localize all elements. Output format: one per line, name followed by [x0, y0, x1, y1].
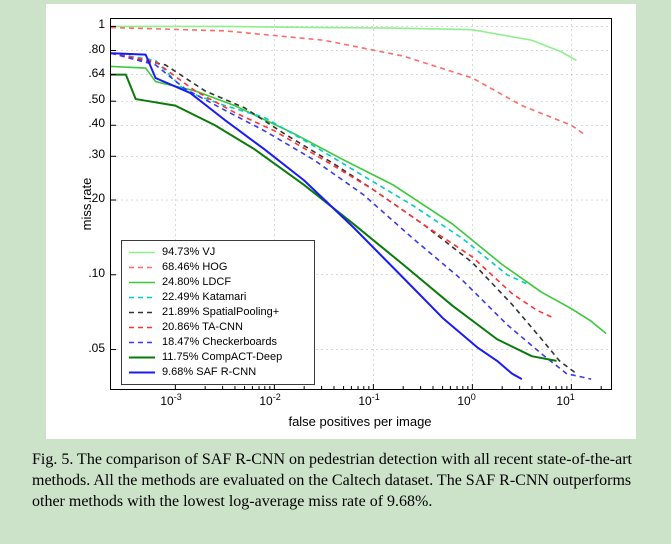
legend-swatch [128, 290, 156, 305]
x-tick-label: 10-2 [259, 392, 280, 408]
legend-row: 9.68% SAF R-CNN [128, 365, 308, 380]
legend-row: 18.47% Checkerboards [128, 335, 308, 350]
legend-swatch [128, 305, 156, 320]
y-tick-label: .40 [88, 116, 105, 130]
y-tick-label: .30 [88, 147, 105, 161]
y-tick-label: .10 [88, 266, 105, 280]
y-tick-label: .64 [88, 66, 105, 80]
legend-swatch [128, 320, 156, 335]
y-tick-label: 1 [98, 17, 105, 31]
legend-label: 68.46% HOG [162, 260, 227, 275]
y-tick-label: .05 [88, 341, 105, 355]
legend-row: 68.46% HOG [128, 260, 308, 275]
legend: 94.73% VJ68.46% HOG24.80% LDCF22.49% Kat… [121, 240, 315, 385]
x-tick-label: 10-3 [160, 392, 181, 408]
figure-panel: miss rate false positives per image 94.7… [46, 4, 636, 439]
figure-caption: Fig. 5. The comparison of SAF R-CNN on p… [32, 450, 642, 512]
legend-label: 11.75% CompACT-Deep [162, 350, 282, 365]
legend-swatch [128, 260, 156, 275]
caption-text: The comparison of SAF R-CNN on pedestria… [32, 451, 632, 510]
legend-row: 11.75% CompACT-Deep [128, 350, 308, 365]
legend-label: 24.80% LDCF [162, 275, 231, 290]
legend-row: 24.80% LDCF [128, 275, 308, 290]
legend-label: 9.68% SAF R-CNN [162, 365, 256, 380]
caption-prefix: Fig. 5. [32, 451, 73, 468]
legend-swatch [128, 335, 156, 350]
legend-label: 21.89% SpatialPooling+ [162, 305, 279, 320]
legend-label: 94.73% VJ [162, 245, 215, 260]
x-axis-label: false positives per image [110, 414, 610, 429]
legend-row: 94.73% VJ [128, 245, 308, 260]
x-tick-label: 10-1 [358, 392, 379, 408]
legend-swatch [128, 245, 156, 260]
x-tick-label: 101 [556, 392, 574, 408]
legend-label: 18.47% Checkerboards [162, 335, 277, 350]
legend-swatch [128, 365, 156, 380]
y-tick-label: .80 [88, 42, 105, 56]
y-tick-label: .50 [88, 92, 105, 106]
legend-swatch [128, 350, 156, 365]
legend-swatch [128, 275, 156, 290]
legend-label: 20.86% TA-CNN [162, 320, 243, 335]
y-tick-label: .20 [88, 191, 105, 205]
legend-row: 22.49% Katamari [128, 290, 308, 305]
x-tick-label: 100 [457, 392, 475, 408]
legend-row: 20.86% TA-CNN [128, 320, 308, 335]
legend-label: 22.49% Katamari [162, 290, 246, 305]
legend-row: 21.89% SpatialPooling+ [128, 305, 308, 320]
page-root: miss rate false positives per image 94.7… [0, 0, 671, 544]
